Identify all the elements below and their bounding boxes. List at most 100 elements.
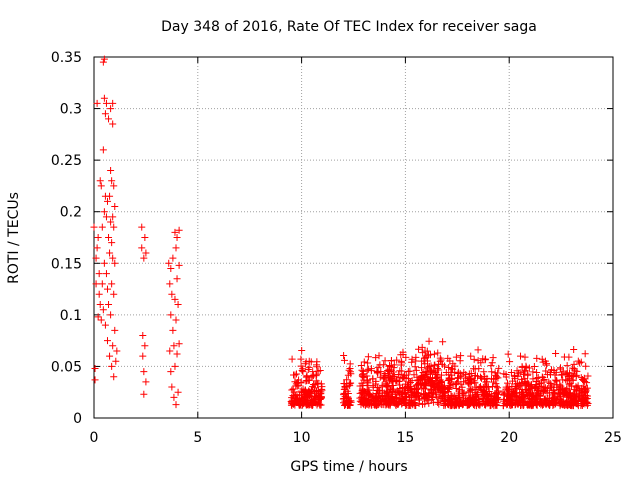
data-point [569, 364, 577, 372]
data-point [312, 377, 320, 385]
data-point [552, 399, 560, 407]
data-point [474, 372, 482, 380]
data-point [340, 399, 348, 407]
data-point [166, 280, 174, 288]
data-point [412, 366, 420, 374]
data-point [100, 55, 108, 63]
data-point [347, 397, 355, 405]
data-point [175, 340, 183, 348]
data-point [389, 382, 397, 390]
data-point [566, 375, 574, 383]
data-point [471, 365, 479, 373]
data-point [506, 358, 514, 366]
data-point [441, 384, 449, 392]
data-point [346, 360, 354, 368]
data-point [570, 386, 578, 394]
data-point [487, 362, 495, 370]
data-point [140, 368, 148, 376]
data-point [584, 372, 592, 380]
data-point [91, 376, 99, 384]
data-point [521, 353, 529, 361]
data-point [470, 355, 478, 363]
data-point [508, 390, 516, 398]
data-point [456, 357, 464, 365]
data-point [554, 393, 562, 401]
data-point [500, 370, 508, 378]
data-point [421, 380, 429, 388]
data-point [477, 359, 485, 367]
data-point [168, 383, 176, 391]
data-point [385, 365, 393, 373]
data-point [499, 388, 507, 396]
data-point [401, 389, 409, 397]
data-point [99, 306, 107, 314]
data-point [583, 398, 591, 406]
data-point [454, 400, 462, 408]
data-point [297, 355, 305, 363]
data-point [570, 393, 578, 401]
data-point [519, 370, 527, 378]
data-point [99, 58, 107, 66]
data-point [559, 376, 567, 384]
data-point [105, 234, 113, 241]
data-point [173, 275, 181, 283]
data-point [480, 393, 488, 401]
y-tick-label: 0 [73, 411, 82, 427]
data-point [111, 326, 119, 334]
data-point [102, 270, 110, 278]
data-point [139, 331, 147, 339]
data-point [529, 368, 537, 376]
data-point [483, 391, 491, 399]
x-axis-label: GPS time / hours [290, 459, 407, 475]
data-point [399, 348, 407, 356]
data-point [175, 226, 183, 234]
data-point [494, 384, 502, 392]
x-tick-label: 5 [193, 430, 202, 446]
data-point [471, 379, 479, 387]
data-point [430, 350, 438, 358]
data-point [172, 401, 180, 409]
data-point [558, 401, 566, 409]
data-point [519, 391, 527, 399]
data-point [298, 397, 306, 405]
data-point [292, 370, 300, 378]
data-point [313, 370, 321, 378]
data-point [518, 363, 526, 371]
y-tick-label: 0.05 [51, 359, 82, 375]
data-point [169, 326, 177, 334]
data-point [408, 355, 416, 363]
data-point [109, 120, 117, 128]
data-point [565, 396, 573, 404]
y-tick-label: 0.35 [51, 50, 82, 66]
data-point [393, 356, 401, 364]
data-point [408, 386, 416, 394]
data-point [477, 373, 485, 381]
data-point [504, 391, 512, 399]
data-point [301, 360, 309, 368]
data-point [452, 353, 460, 361]
data-point [425, 375, 433, 383]
data-point [530, 363, 538, 371]
data-point [106, 192, 114, 200]
data-point [542, 367, 550, 375]
data-point [376, 373, 384, 381]
data-point [558, 386, 566, 394]
data-point [545, 378, 553, 386]
data-point [475, 401, 483, 409]
data-point [92, 254, 100, 262]
data-point [423, 357, 431, 365]
data-point [357, 393, 365, 401]
data-point [437, 371, 445, 379]
data-point [172, 244, 180, 252]
data-point [539, 374, 547, 382]
data-point [404, 380, 412, 388]
x-tick-label: 10 [293, 430, 311, 446]
data-point [106, 352, 114, 360]
data-point [472, 391, 480, 399]
data-point [489, 400, 497, 408]
data-point [168, 290, 176, 298]
data-point [291, 391, 299, 399]
data-point [94, 234, 102, 241]
data-point [299, 400, 307, 408]
